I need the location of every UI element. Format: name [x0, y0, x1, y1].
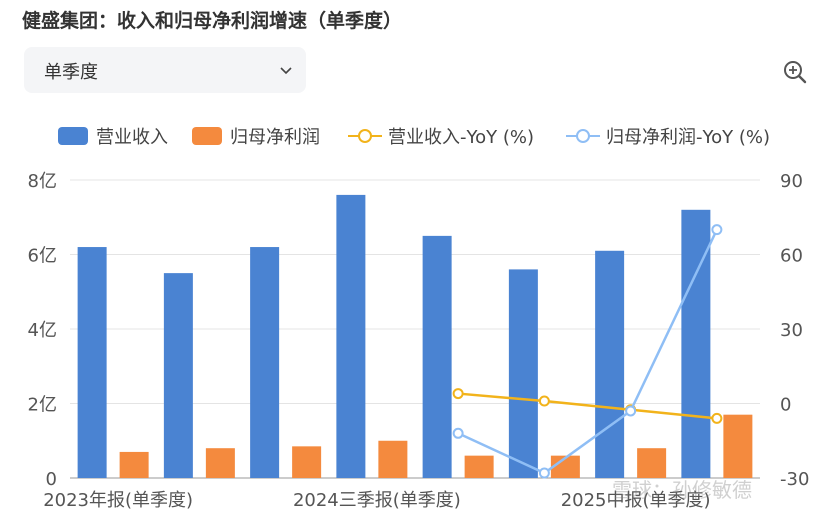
y-left-tick-label: 8亿: [28, 171, 57, 192]
revenue-bar: [250, 247, 280, 478]
profit-bar: [637, 448, 667, 478]
legend-item-revenue[interactable]: 营业收入: [58, 121, 168, 151]
legend-swatch-profit-yoy: [566, 129, 600, 143]
profit-yoy-point: [538, 467, 550, 479]
legend-item-revenue-yoy[interactable]: 营业收入-YoY (%): [348, 121, 534, 151]
revenue-bar: [508, 269, 538, 478]
legend-label-revenue-yoy: 营业收入-YoY (%): [388, 127, 534, 148]
y-left-tick-label: 0: [46, 469, 57, 490]
revenue-yoy-line: [458, 392, 718, 420]
chart-title: 健盛集团：收入和归母净利润增速（单季度）: [22, 10, 403, 32]
profit-yoy-line: [457, 229, 719, 475]
legend-item-profit-yoy[interactable]: 归母净利润-YoY (%): [566, 121, 770, 151]
profit-bar: [292, 446, 322, 478]
y-left-tick-label: 4亿: [28, 320, 57, 341]
revenue-yoy-point: [538, 395, 550, 407]
x-tick-label: 2025中报(单季度): [561, 490, 711, 511]
y-right-tick-label: 90: [780, 171, 803, 192]
x-tick-label: 2024三季报(单季度): [293, 490, 461, 511]
profit-bar: [119, 451, 149, 478]
revenue-bar: [336, 194, 366, 478]
profit-bar: [723, 414, 753, 478]
revenue-yoy-point: [452, 388, 464, 400]
period-select[interactable]: 单季度: [24, 47, 306, 93]
profit-bar: [378, 440, 408, 478]
profit-bar: [205, 448, 235, 478]
watermark: 雪球：孙修敏德: [612, 478, 752, 502]
y-right-tick-label: -30: [780, 469, 809, 490]
revenue-bar: [163, 273, 193, 478]
profit-yoy-point: [625, 405, 637, 417]
revenue-bar: [77, 247, 107, 478]
period-select-value: 单季度: [44, 62, 98, 83]
profit-bar: [464, 455, 494, 478]
profit-yoy-point: [452, 427, 464, 439]
zoom-in-icon[interactable]: [782, 59, 808, 85]
y-left-tick-label: 2亿: [28, 395, 57, 416]
legend-swatch-profit: [192, 127, 222, 145]
profit-bar: [550, 455, 580, 478]
y-left-tick-label: 6亿: [28, 246, 57, 267]
legend-swatch-revenue: [58, 127, 88, 145]
x-tick-label: 2023年报(单季度): [43, 490, 193, 511]
legend-item-profit[interactable]: 归母净利润: [192, 121, 320, 151]
y-right-tick-label: 0: [780, 395, 791, 416]
revenue-bar: [422, 235, 452, 478]
legend-label-profit-yoy: 归母净利润-YoY (%): [606, 127, 770, 148]
legend-label-revenue: 营业收入: [96, 127, 168, 148]
legend-swatch-revenue-yoy: [348, 129, 382, 143]
revenue-bar: [595, 250, 625, 478]
legend-label-profit: 归母净利润: [230, 127, 320, 148]
y-right-tick-label: 60: [780, 246, 803, 267]
revenue-yoy-point: [711, 412, 723, 424]
chevron-down-icon: [280, 67, 292, 75]
y-right-tick-label: 30: [780, 320, 803, 341]
profit-yoy-point: [711, 224, 723, 236]
